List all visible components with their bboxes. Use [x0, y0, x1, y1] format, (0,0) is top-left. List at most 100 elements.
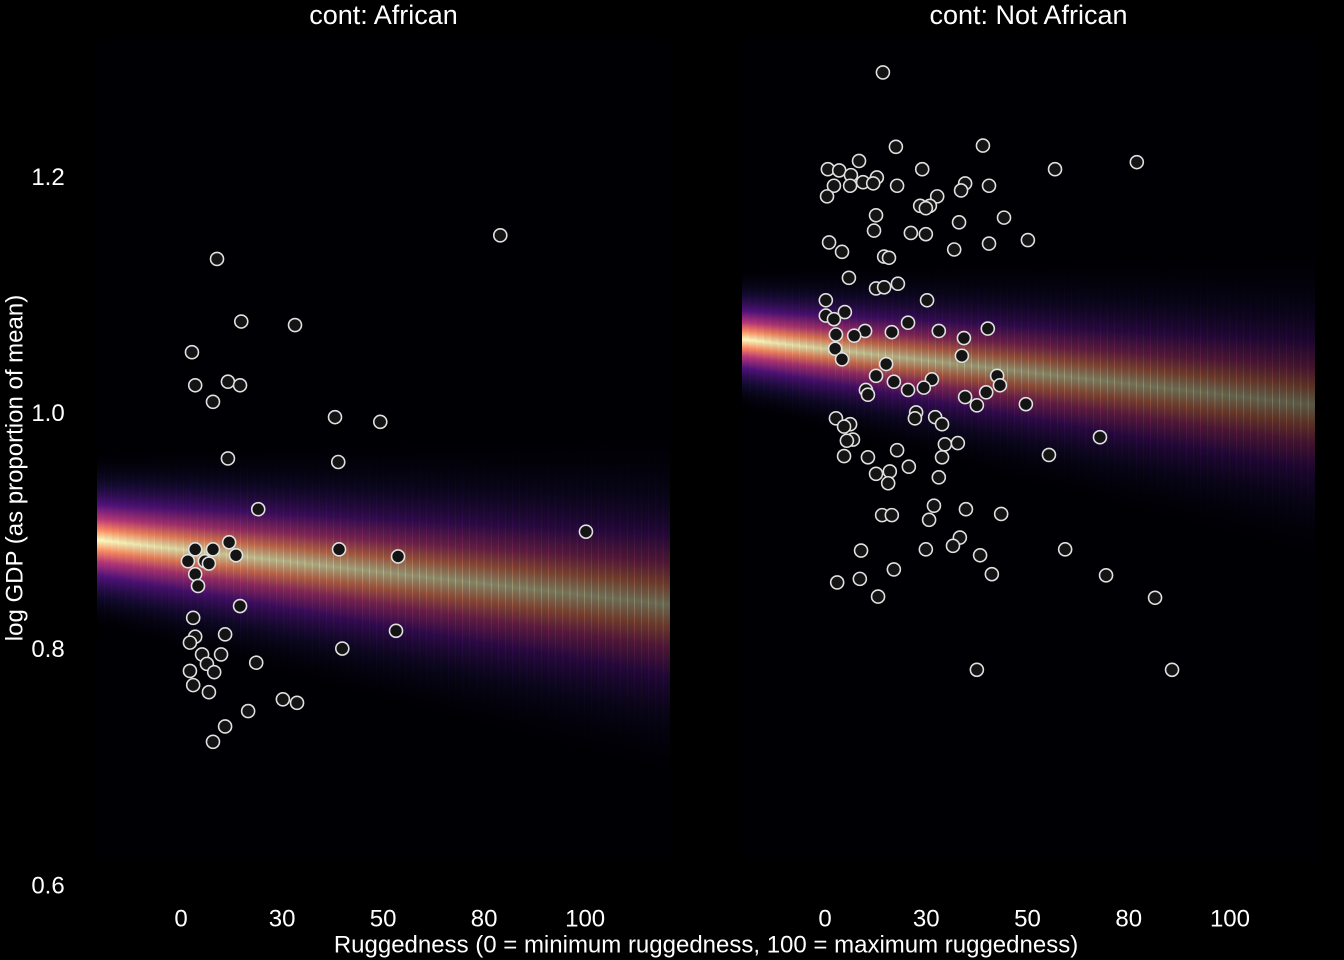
- point: [836, 448, 852, 464]
- density-strip: [1193, 250, 1201, 533]
- density-strip: [1221, 249, 1230, 541]
- density-strip: [469, 435, 478, 730]
- point: [331, 542, 347, 557]
- density-strip: [555, 432, 564, 753]
- point: [980, 321, 996, 336]
- density-strip: [1307, 246, 1315, 564]
- point: [1092, 429, 1108, 445]
- point: [213, 647, 229, 662]
- density-strip: [97, 451, 105, 630]
- density-strip: [354, 440, 363, 699]
- point: [205, 394, 221, 410]
- point: [889, 442, 905, 458]
- point: [250, 501, 266, 517]
- point: [972, 547, 988, 563]
- point: [890, 276, 906, 292]
- density-strip: [161, 448, 170, 647]
- density-strip: [1028, 257, 1037, 489]
- point: [996, 210, 1012, 225]
- point: [1047, 161, 1063, 177]
- density-strip: [1214, 249, 1223, 539]
- density-strip: [326, 441, 334, 691]
- point: [205, 734, 221, 750]
- x-tick-label: 0: [174, 905, 187, 932]
- point: [921, 512, 937, 528]
- density-strip: [1178, 251, 1187, 529]
- density-strip: [132, 449, 141, 640]
- point: [827, 341, 843, 356]
- point: [1098, 568, 1114, 583]
- density-strip: [247, 445, 256, 670]
- density-strip: [175, 447, 184, 651]
- point: [388, 623, 404, 639]
- point: [900, 382, 916, 398]
- panel: cont: Not African 0 30 50 80 100: [742, 0, 1315, 932]
- point: [829, 575, 845, 590]
- point: [1147, 590, 1163, 606]
- density-strip: [1100, 254, 1108, 508]
- point: [217, 627, 233, 642]
- density-strip: [390, 439, 399, 709]
- point: [187, 542, 203, 557]
- point: [870, 589, 886, 604]
- point: [946, 242, 962, 257]
- point: [836, 419, 852, 434]
- density-strip: [562, 432, 571, 755]
- point: [846, 328, 862, 343]
- density-strip: [1286, 246, 1295, 558]
- point: [868, 368, 884, 384]
- point: [1020, 232, 1036, 248]
- density-strip: [447, 436, 456, 724]
- density-strip: [1057, 255, 1065, 497]
- density-strip: [971, 259, 979, 473]
- density-strip: [125, 450, 134, 638]
- density-strip: [433, 437, 442, 720]
- density-strip: [641, 428, 650, 776]
- density-strip: [283, 443, 291, 680]
- point: [886, 562, 902, 577]
- density-strip: [476, 435, 485, 732]
- point: [372, 414, 388, 430]
- point: [951, 215, 967, 230]
- point: [220, 451, 236, 466]
- density-strip: [297, 442, 306, 684]
- density-strip: [856, 263, 865, 442]
- point: [841, 270, 857, 286]
- point: [907, 411, 923, 426]
- point: [875, 65, 891, 80]
- density-strip: [261, 444, 270, 674]
- density-strip: [347, 440, 356, 697]
- point: [958, 501, 974, 517]
- point: [180, 553, 196, 569]
- point: [330, 454, 346, 470]
- point: [1041, 447, 1057, 463]
- density-strip: [290, 443, 299, 682]
- point: [190, 578, 206, 594]
- density-strip: [240, 445, 248, 668]
- point: [327, 409, 343, 425]
- point: [929, 189, 945, 204]
- x-tick-label: 50: [370, 905, 397, 932]
- density-strip: [1236, 248, 1244, 545]
- density-strip: [369, 440, 377, 703]
- density-strip: [1128, 253, 1137, 516]
- density-strip: [1164, 251, 1173, 526]
- density-strip: [104, 450, 112, 632]
- density-strip: [1107, 253, 1115, 510]
- point: [860, 449, 876, 465]
- point: [209, 251, 225, 267]
- density-strip: [978, 258, 987, 475]
- density-strip: [383, 439, 392, 707]
- density-strip: [799, 266, 807, 427]
- point: [919, 292, 935, 308]
- density-strip: [777, 266, 786, 421]
- point: [881, 250, 897, 266]
- density-strip: [168, 448, 177, 649]
- point: [232, 598, 248, 614]
- point: [975, 138, 991, 153]
- density-strip: [1272, 247, 1280, 555]
- point: [834, 244, 850, 260]
- point: [866, 223, 882, 238]
